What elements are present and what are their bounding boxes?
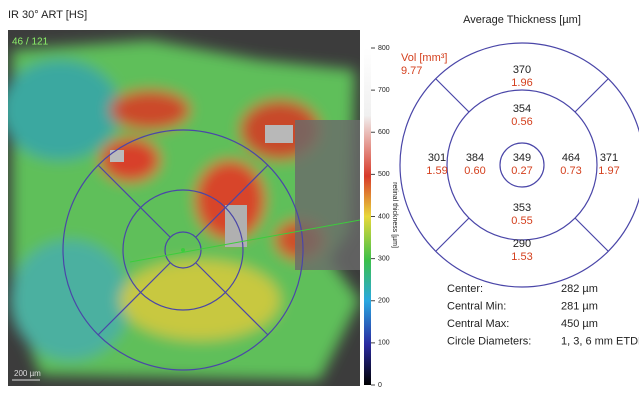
sector-thickness: 349: [513, 152, 531, 164]
sector-volume: 1.53: [511, 251, 532, 263]
sector-volume: 1.97: [598, 165, 619, 177]
colorbar-tick-label: 200: [378, 298, 390, 305]
sector-thickness: 464: [562, 152, 580, 164]
scale-bar: 200 µm: [14, 369, 41, 378]
info-value: 282 µm: [561, 283, 598, 295]
info-label: Central Max:: [447, 318, 509, 330]
colorbar-tick-label: 0: [378, 382, 382, 388]
colorbar-ticks: 800 700 600 500 400 300 200 100 0: [371, 45, 390, 388]
sector-thickness: 290: [513, 238, 531, 250]
vol-total: 9.77: [401, 65, 422, 77]
frame-counter: 46 / 121: [12, 37, 49, 48]
sector-volume: 1.96: [511, 77, 532, 89]
colorbar-tick-label: 100: [378, 340, 390, 347]
colorbar-label: retinal thickness [µm]: [391, 182, 398, 248]
sector-thickness: 370: [513, 64, 531, 76]
colorbar: [364, 48, 371, 385]
image-title: IR 30° ART [HS]: [8, 9, 87, 21]
colorbar-tick-label: 300: [378, 255, 390, 262]
sector-volume: 0.73: [560, 165, 581, 177]
sector-volume: 0.27: [511, 165, 532, 177]
sector-thickness: 353: [513, 202, 531, 214]
sector-volume: 0.60: [464, 165, 485, 177]
info-label: Circle Diameters:: [447, 335, 531, 347]
sector-volume: 1.59: [426, 165, 447, 177]
info-value: 450 µm: [561, 318, 598, 330]
vol-label: Vol [mm³]: [401, 52, 447, 64]
info-label: Center:: [447, 283, 483, 295]
info-label: Central Min:: [447, 300, 506, 312]
grid-title: Average Thickness [µm]: [463, 14, 581, 26]
sector-thickness: 354: [513, 103, 531, 115]
sector-thickness: 301: [428, 152, 446, 164]
screen: IR 30° ART [HS] 46 / 121 200 µm retinal …: [0, 0, 639, 388]
colorbar-tick-label: 700: [378, 87, 390, 94]
thickness-map: 46 / 121 200 µm: [0, 30, 360, 386]
info-value: 1, 3, 6 mm ETDRS: [561, 335, 639, 347]
sector-thickness: 371: [600, 152, 618, 164]
info-value: 281 µm: [561, 300, 598, 312]
colorbar-tick-label: 400: [378, 213, 390, 220]
sector-thickness: 384: [466, 152, 484, 164]
colorbar-tick-label: 800: [378, 45, 390, 52]
sector-volume: 0.56: [511, 116, 532, 128]
sector-volume: 0.55: [511, 215, 532, 227]
colorbar-tick-label: 600: [378, 129, 390, 136]
colorbar-tick-label: 500: [378, 171, 390, 178]
